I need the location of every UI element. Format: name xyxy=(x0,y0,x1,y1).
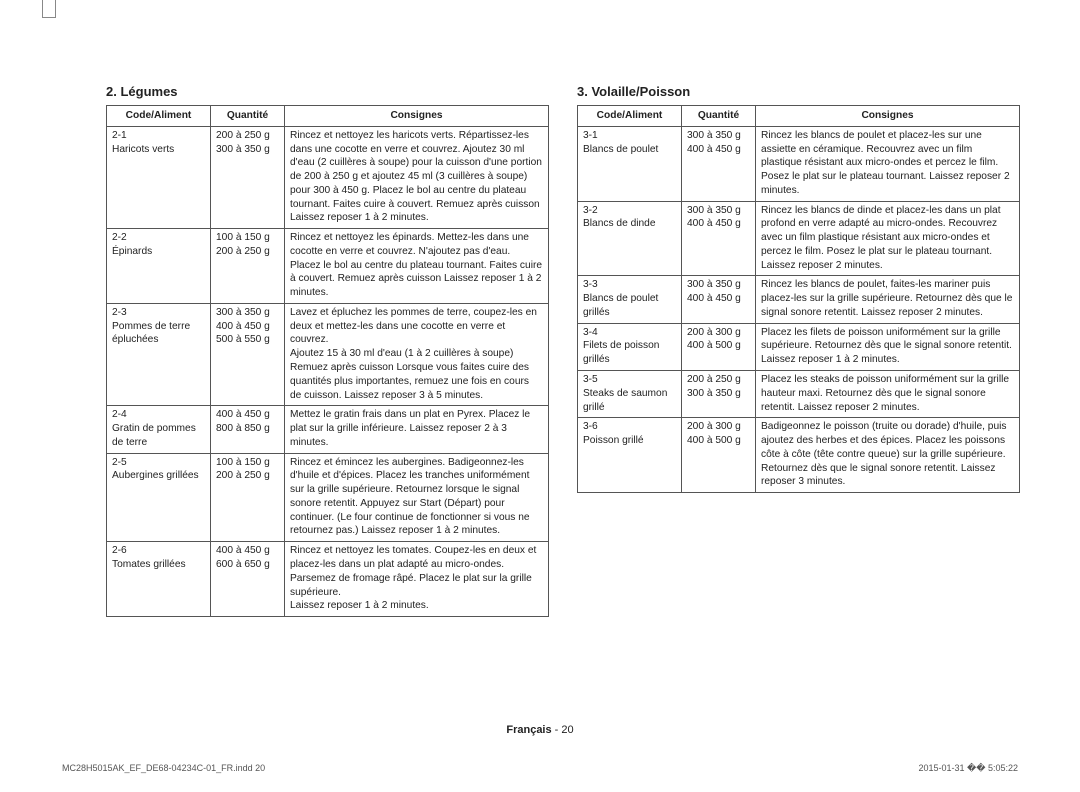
food-name: Blancs de poulet xyxy=(583,143,676,157)
food-name: Pommes de terre épluchées xyxy=(112,320,205,348)
th-qty: Quantité xyxy=(682,106,756,127)
code-number: 2-4 xyxy=(112,408,205,422)
food-name: Blancs de dinde xyxy=(583,217,676,231)
code-number: 2-6 xyxy=(112,544,205,558)
cell-quantite: 400 à 450 g 600 à 650 g xyxy=(211,542,285,617)
table-row: 3-4Filets de poisson grillés200 à 300 g … xyxy=(578,323,1020,370)
cell-code-aliment: 3-1Blancs de poulet xyxy=(578,126,682,201)
table-row: 2-1Haricots verts200 à 250 g 300 à 350 g… xyxy=(107,126,549,228)
cell-consignes: Rincez et nettoyez les tomates. Coupez-l… xyxy=(285,542,549,617)
code-number: 3-5 xyxy=(583,373,676,387)
food-name: Steaks de saumon grillé xyxy=(583,387,676,415)
table-row: 2-3Pommes de terre épluchées300 à 350 g … xyxy=(107,303,549,405)
cell-consignes: Rincez les blancs de poulet et placez-le… xyxy=(756,126,1020,201)
table-header-row: Code/Aliment Quantité Consignes xyxy=(107,106,549,127)
cell-quantite: 400 à 450 g 800 à 850 g xyxy=(211,406,285,453)
th-inst: Consignes xyxy=(756,106,1020,127)
food-name: Tomates grillées xyxy=(112,558,205,572)
th-code: Code/Aliment xyxy=(107,106,211,127)
cell-code-aliment: 2-3Pommes de terre épluchées xyxy=(107,303,211,405)
code-number: 3-4 xyxy=(583,326,676,340)
table-row: 2-2Épinards100 à 150 g 200 à 250 gRincez… xyxy=(107,229,549,304)
table-row: 3-3Blancs de poulet grillés300 à 350 g 4… xyxy=(578,276,1020,323)
cell-quantite: 100 à 150 g 200 à 250 g xyxy=(211,453,285,542)
cell-quantite: 100 à 150 g 200 à 250 g xyxy=(211,229,285,304)
cell-code-aliment: 3-5Steaks de saumon grillé xyxy=(578,371,682,418)
table-row: 3-6Poisson grillé200 à 300 g 400 à 500 g… xyxy=(578,418,1020,493)
table-body-volaille: 3-1Blancs de poulet300 à 350 g 400 à 450… xyxy=(578,126,1020,492)
code-number: 2-5 xyxy=(112,456,205,470)
table-volaille: Code/Aliment Quantité Consignes 3-1Blanc… xyxy=(577,105,1020,493)
cell-code-aliment: 2-1Haricots verts xyxy=(107,126,211,228)
table-row: 2-4Gratin de pommes de terre400 à 450 g … xyxy=(107,406,549,453)
code-number: 2-1 xyxy=(112,129,205,143)
table-row: 2-5Aubergines grillées100 à 150 g 200 à … xyxy=(107,453,549,542)
food-name: Filets de poisson grillés xyxy=(583,339,676,367)
th-qty: Quantité xyxy=(211,106,285,127)
cell-consignes: Placez les steaks de poisson uniformémen… xyxy=(756,371,1020,418)
code-number: 3-2 xyxy=(583,204,676,218)
food-name: Poisson grillé xyxy=(583,434,676,448)
cell-quantite: 200 à 300 g 400 à 500 g xyxy=(682,323,756,370)
cell-code-aliment: 2-2Épinards xyxy=(107,229,211,304)
table-row: 2-6Tomates grillées400 à 450 g 600 à 650… xyxy=(107,542,549,617)
table-row: 3-5Steaks de saumon grillé200 à 250 g 30… xyxy=(578,371,1020,418)
footer-page-number: 20 xyxy=(561,724,573,736)
section-title-legumes: 2. Légumes xyxy=(106,84,549,99)
section-title-volaille: 3. Volaille/Poisson xyxy=(577,84,1020,99)
binding-mark xyxy=(42,0,56,18)
cell-consignes: Placez les filets de poisson uniformémen… xyxy=(756,323,1020,370)
footer-sep: - xyxy=(552,724,562,736)
cell-quantite: 300 à 350 g 400 à 450 g xyxy=(682,276,756,323)
cell-code-aliment: 2-6Tomates grillées xyxy=(107,542,211,617)
cell-consignes: Lavez et épluchez les pommes de terre, c… xyxy=(285,303,549,405)
right-column: 3. Volaille/Poisson Code/Aliment Quantit… xyxy=(577,84,1020,617)
code-number: 2-3 xyxy=(112,306,205,320)
cell-consignes: Rincez les blancs de poulet, faites-les … xyxy=(756,276,1020,323)
cell-code-aliment: 3-4Filets de poisson grillés xyxy=(578,323,682,370)
left-column: 2. Légumes Code/Aliment Quantité Consign… xyxy=(106,84,549,617)
table-legumes: Code/Aliment Quantité Consignes 2-1Haric… xyxy=(106,105,549,617)
th-inst: Consignes xyxy=(285,106,549,127)
table-body-legumes: 2-1Haricots verts200 à 250 g 300 à 350 g… xyxy=(107,126,549,616)
food-name: Épinards xyxy=(112,245,205,259)
cell-quantite: 200 à 300 g 400 à 500 g xyxy=(682,418,756,493)
cell-consignes: Rincez les blancs de dinde et placez-les… xyxy=(756,201,1020,276)
page-footer: Français - 20 xyxy=(0,724,1080,736)
cell-quantite: 300 à 350 g 400 à 450 g xyxy=(682,201,756,276)
imprint-file: MC28H5015AK_EF_DE68-04234C-01_FR.indd 20 xyxy=(62,763,265,774)
code-number: 2-2 xyxy=(112,231,205,245)
cell-consignes: Rincez et nettoyez les haricots verts. R… xyxy=(285,126,549,228)
cell-consignes: Badigeonnez le poisson (truite ou dorade… xyxy=(756,418,1020,493)
cell-quantite: 300 à 350 g 400 à 450 g xyxy=(682,126,756,201)
table-row: 3-2Blancs de dinde300 à 350 g 400 à 450 … xyxy=(578,201,1020,276)
cell-quantite: 200 à 250 g 300 à 350 g xyxy=(211,126,285,228)
food-name: Blancs de poulet grillés xyxy=(583,292,676,320)
imprint-bar: MC28H5015AK_EF_DE68-04234C-01_FR.indd 20… xyxy=(62,763,1018,774)
page: 2. Légumes Code/Aliment Quantité Consign… xyxy=(0,0,1080,792)
food-name: Aubergines grillées xyxy=(112,469,205,483)
food-name: Gratin de pommes de terre xyxy=(112,422,205,450)
cell-code-aliment: 3-3Blancs de poulet grillés xyxy=(578,276,682,323)
cell-consignes: Rincez et nettoyez les épinards. Mettez-… xyxy=(285,229,549,304)
cell-consignes: Mettez le gratin frais dans un plat en P… xyxy=(285,406,549,453)
cell-code-aliment: 2-4Gratin de pommes de terre xyxy=(107,406,211,453)
cell-quantite: 300 à 350 g 400 à 450 g 500 à 550 g xyxy=(211,303,285,405)
table-row: 3-1Blancs de poulet300 à 350 g 400 à 450… xyxy=(578,126,1020,201)
cell-code-aliment: 3-2Blancs de dinde xyxy=(578,201,682,276)
code-number: 3-3 xyxy=(583,278,676,292)
cell-code-aliment: 3-6Poisson grillé xyxy=(578,418,682,493)
code-number: 3-1 xyxy=(583,129,676,143)
cell-code-aliment: 2-5Aubergines grillées xyxy=(107,453,211,542)
th-code: Code/Aliment xyxy=(578,106,682,127)
cell-quantite: 200 à 250 g 300 à 350 g xyxy=(682,371,756,418)
footer-language: Français xyxy=(506,724,551,736)
food-name: Haricots verts xyxy=(112,143,205,157)
table-header-row: Code/Aliment Quantité Consignes xyxy=(578,106,1020,127)
cell-consignes: Rincez et émincez les aubergines. Badige… xyxy=(285,453,549,542)
imprint-timestamp: 2015-01-31 �� 5:05:22 xyxy=(918,763,1018,774)
code-number: 3-6 xyxy=(583,420,676,434)
content-columns: 2. Légumes Code/Aliment Quantité Consign… xyxy=(106,84,1020,617)
